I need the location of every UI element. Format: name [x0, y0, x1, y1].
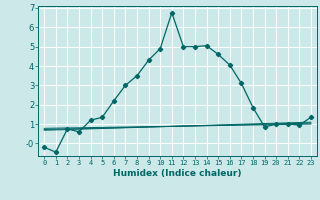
X-axis label: Humidex (Indice chaleur): Humidex (Indice chaleur) [113, 169, 242, 178]
